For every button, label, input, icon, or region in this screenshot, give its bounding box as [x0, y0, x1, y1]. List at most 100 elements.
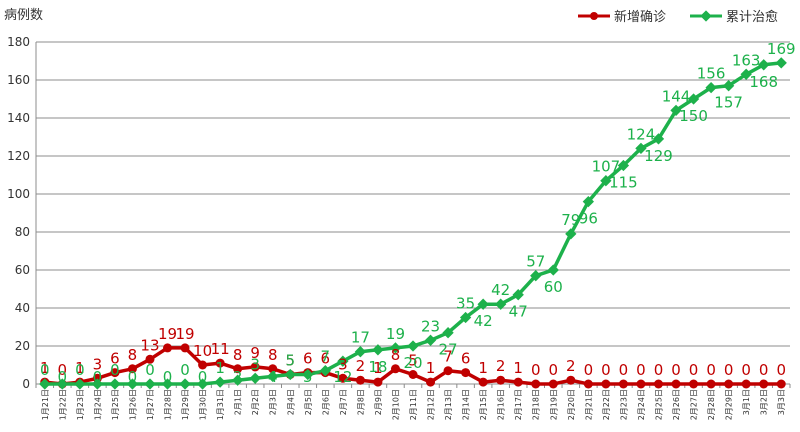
data-label-new-confirmed: 6: [110, 350, 120, 368]
y-tick-label: 140: [7, 111, 30, 125]
data-point-cumulative-cured: [530, 270, 542, 282]
data-label-new-confirmed: 2: [356, 357, 366, 375]
data-label-cumulative-cured: 0: [75, 361, 85, 379]
data-label-cumulative-cured: 157: [714, 94, 743, 112]
y-tick-label: 180: [7, 35, 30, 49]
x-tick-label: 2月25日: [654, 389, 663, 420]
x-tick-label: 1月21日: [41, 389, 50, 420]
data-point-cumulative-cured: [547, 264, 559, 276]
data-point-cumulative-cured: [635, 142, 647, 155]
x-tick-label: 3月2日: [760, 389, 769, 415]
data-label-cumulative-cured: 115: [609, 174, 638, 192]
data-point-cumulative-cured: [354, 346, 367, 358]
data-label-cumulative-cured: 17: [351, 329, 370, 347]
data-label-new-confirmed: 0: [619, 361, 629, 379]
x-tick-label: 2月14日: [462, 389, 471, 420]
data-label-cumulative-cured: 107: [592, 158, 621, 176]
data-point-cumulative-cured: [775, 57, 787, 69]
data-point-cumulative-cured: [161, 378, 174, 390]
data-label-new-confirmed: 19: [175, 325, 194, 343]
x-tick-label: 2月21日: [584, 389, 593, 420]
data-label-cumulative-cured: 150: [679, 107, 708, 125]
data-point-new-confirmed: [741, 379, 751, 389]
data-label-new-confirmed: 7: [443, 348, 453, 366]
data-point-new-confirmed: [566, 375, 576, 385]
data-label-new-confirmed: 0: [549, 361, 559, 379]
y-tick-label: 20: [15, 339, 30, 353]
data-label-new-confirmed: 3: [338, 355, 348, 373]
data-point-new-confirmed: [776, 379, 786, 389]
data-label-cumulative-cured: 124: [627, 125, 656, 143]
x-tick-label: 3月1日: [742, 389, 751, 415]
data-label-new-confirmed: 5: [285, 352, 295, 370]
data-point-new-confirmed: [443, 366, 453, 376]
x-tick-label: 1月24日: [93, 389, 102, 420]
data-point-cumulative-cured: [600, 175, 612, 187]
x-tick-label: 2月18日: [532, 389, 541, 420]
data-point-new-confirmed: [127, 364, 137, 374]
data-label-new-confirmed: 0: [741, 361, 751, 379]
data-label-new-confirmed: 0: [671, 361, 681, 379]
data-label-new-confirmed: 6: [303, 350, 313, 368]
data-point-cumulative-cured: [39, 378, 51, 390]
data-label-new-confirmed: 10: [193, 342, 212, 360]
data-label-cumulative-cured: 20: [403, 354, 422, 372]
data-label-new-confirmed: 5: [408, 352, 418, 370]
data-point-cumulative-cured: [319, 365, 331, 377]
x-tick-label: 2月22日: [602, 389, 611, 420]
data-point-new-confirmed: [233, 364, 243, 374]
data-point-new-confirmed: [513, 377, 523, 387]
data-point-cumulative-cured: [337, 355, 349, 367]
data-point-new-confirmed: [163, 343, 173, 353]
data-label-new-confirmed: 8: [268, 346, 278, 364]
data-point-cumulative-cured: [407, 340, 419, 352]
x-tick-label: 2月24日: [637, 389, 646, 420]
data-point-cumulative-cured: [196, 378, 209, 390]
x-tick-label: 2月27日: [690, 389, 699, 420]
data-label-new-confirmed: 0: [531, 361, 541, 379]
data-point-new-confirmed: [426, 377, 436, 387]
data-label-cumulative-cured: 96: [579, 210, 598, 228]
data-point-new-confirmed: [92, 373, 102, 383]
data-point-new-confirmed: [215, 358, 225, 368]
data-label-new-confirmed: 1: [40, 359, 50, 377]
x-tick-label: 2月10日: [391, 389, 400, 420]
y-tick-label: 80: [15, 225, 30, 239]
data-point-cumulative-cured: [424, 334, 437, 346]
data-point-new-confirmed: [250, 362, 260, 372]
legend-label-new-confirmed: 新增确诊: [614, 10, 667, 25]
data-point-cumulative-cured: [126, 378, 139, 390]
x-tick-label: 2月2日: [251, 389, 260, 415]
data-label-new-confirmed: 8: [128, 346, 138, 364]
data-point-new-confirmed: [689, 379, 699, 389]
x-tick-label: 2月13日: [444, 389, 453, 420]
data-label-cumulative-cured: 4: [268, 368, 278, 386]
y-tick-label: 0: [22, 377, 30, 391]
data-point-cumulative-cured: [179, 378, 191, 390]
data-point-new-confirmed: [531, 379, 541, 389]
data-label-cumulative-cured: 156: [697, 65, 726, 83]
data-point-cumulative-cured: [495, 298, 507, 310]
data-label-cumulative-cured: 42: [474, 312, 493, 330]
x-tick-label: 2月19日: [549, 389, 558, 420]
data-point-new-confirmed: [618, 379, 628, 389]
data-point-new-confirmed: [671, 379, 681, 389]
data-label-new-confirmed: 1: [426, 359, 436, 377]
data-point-cumulative-cured: [109, 378, 121, 390]
data-label-new-confirmed: 0: [636, 361, 646, 379]
data-label-new-confirmed: 2: [566, 357, 576, 375]
data-label-new-confirmed: 0: [776, 361, 786, 379]
data-point-new-confirmed: [145, 354, 155, 364]
data-point-new-confirmed: [373, 377, 383, 387]
data-label-new-confirmed: 3: [93, 355, 103, 373]
data-label-new-confirmed: 8: [233, 346, 243, 364]
data-label-cumulative-cured: 0: [180, 361, 190, 379]
data-label-new-confirmed: 0: [689, 361, 699, 379]
legend-marker-new-confirmed: [578, 11, 610, 20]
data-label-cumulative-cured: 5: [285, 352, 295, 370]
data-label-new-confirmed: 0: [759, 361, 769, 379]
data-point-new-confirmed: [198, 360, 208, 370]
x-tick-label: 2月20日: [567, 389, 576, 420]
data-label-cumulative-cured: 0: [40, 361, 50, 379]
